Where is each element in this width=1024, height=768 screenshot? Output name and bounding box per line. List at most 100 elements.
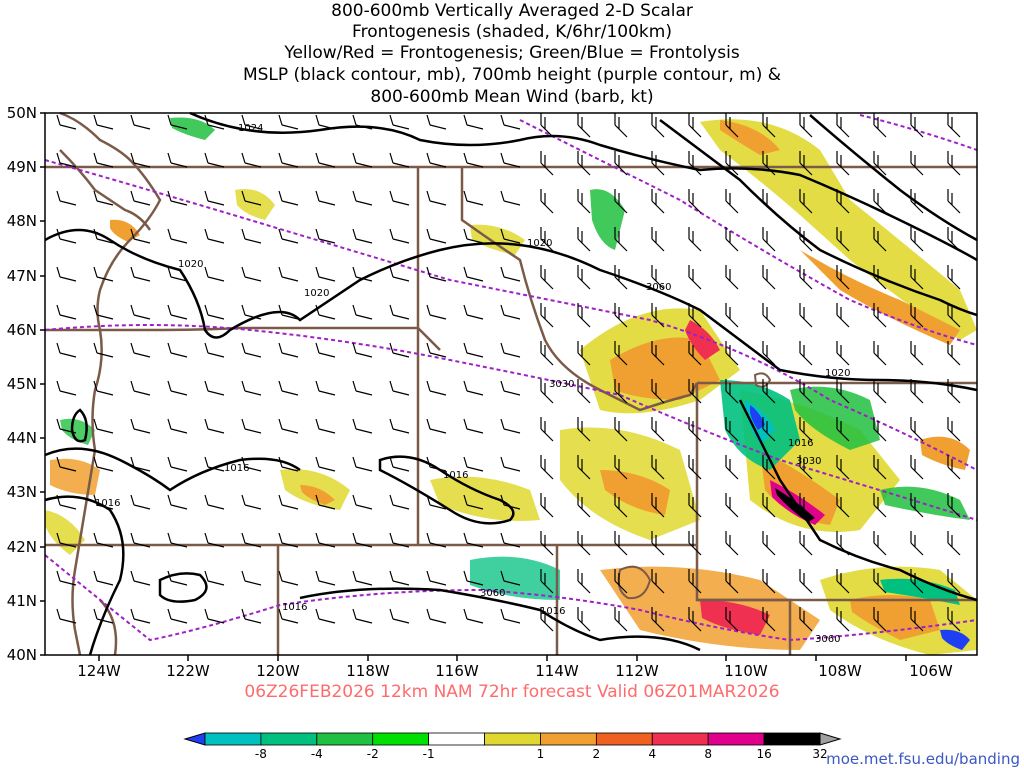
wind-barb: [167, 456, 188, 472]
wind-barb: [725, 569, 739, 594]
colorbar-swatch: [204, 732, 262, 746]
wind-barb: [167, 570, 188, 586]
wind-barb: [315, 266, 336, 282]
wind-barb: [130, 532, 151, 548]
wind-barb: [540, 227, 554, 252]
wind-barb: [799, 455, 813, 480]
wind-barb: [204, 570, 225, 586]
wind-barb: [614, 607, 628, 632]
wind-barb: [167, 418, 188, 434]
wind-barb: [463, 152, 484, 168]
wind-barb: [762, 531, 776, 556]
wind-barb: [426, 570, 447, 586]
wind-barb: [352, 190, 373, 206]
mslp-label: 1016: [540, 606, 565, 617]
wind-barb: [614, 341, 628, 366]
mslp-label: 1016: [95, 498, 120, 509]
wind-barb: [278, 152, 299, 168]
lat-label: 50N: [7, 104, 37, 122]
colorbar-label: 8: [704, 747, 712, 761]
wind-barb: [500, 418, 521, 434]
wind-barb: [463, 190, 484, 206]
wind-barb: [352, 228, 373, 244]
wind-barb: [389, 532, 410, 548]
wind-barb: [278, 608, 299, 624]
wind-barb: [167, 152, 188, 168]
wind-barb: [204, 456, 225, 472]
wind-barb: [688, 265, 702, 290]
wind-barb: [688, 531, 702, 556]
wind-barb: [204, 418, 225, 434]
lat-label: 49N: [7, 158, 37, 176]
lon-label: 116W: [435, 662, 479, 680]
wind-barb: [762, 303, 776, 328]
pacific-coastline: [59, 111, 162, 656]
political-borders: [45, 111, 977, 656]
wind-barb: [241, 570, 262, 586]
wind-barb: [910, 341, 924, 366]
colorbar-label: 1: [537, 747, 545, 761]
wind-barb: [315, 152, 336, 168]
wind-barb: [947, 493, 961, 518]
longitude-axis: 124W 122W 120W 118W 116W 114W 112W 110W …: [77, 655, 953, 680]
credit-url: moe.met.fsu.edu/banding: [826, 750, 1020, 768]
wind-barb: [762, 113, 776, 138]
wind-barb: [910, 569, 924, 594]
wind-barb: [426, 418, 447, 434]
colorbar-swatch: [372, 732, 430, 746]
wind-barb: [836, 493, 850, 518]
lakes: [617, 372, 772, 600]
wind-barb: [688, 151, 702, 176]
wind-barb: [167, 228, 188, 244]
wind-barb: [56, 608, 77, 624]
colorbar-swatch: [707, 732, 765, 746]
height-label: 3030: [549, 379, 574, 390]
wind-barb: [315, 380, 336, 396]
wind-barb: [614, 531, 628, 556]
wind-barb: [426, 266, 447, 282]
wind-barb: [315, 114, 336, 130]
wind-barb: [799, 379, 813, 404]
mslp-label: 1016: [443, 470, 468, 481]
colorbar-swatch: [260, 732, 318, 746]
wind-barb: [873, 265, 887, 290]
wind-barb: [577, 493, 591, 518]
wind-barb: [873, 151, 887, 176]
wind-barb: [762, 379, 776, 404]
wind-barb: [540, 151, 554, 176]
wind-barb: [614, 151, 628, 176]
wind-barb: [725, 379, 739, 404]
wind-barb: [352, 532, 373, 548]
wind-barb: [799, 227, 813, 252]
wind-barb: [688, 341, 702, 366]
colorbar-label: -1: [423, 747, 435, 761]
wind-barb: [278, 494, 299, 510]
lon-label: 114W: [535, 662, 579, 680]
colorbar-arrow-left: [183, 732, 206, 746]
lat-label: 48N: [7, 212, 37, 230]
wind-barb: [540, 113, 554, 138]
lon-label: 120W: [256, 662, 300, 680]
frontogenesis-shading: [45, 117, 977, 655]
wind-barb: [241, 304, 262, 320]
wind-barb: [947, 113, 961, 138]
wind-barb: [651, 569, 665, 594]
wind-barb: [56, 418, 77, 434]
wind-barb: [426, 152, 447, 168]
wind-barb: [389, 342, 410, 358]
wind-barb: [204, 532, 225, 548]
colorbar-label: 2: [593, 747, 601, 761]
wind-barb: [577, 341, 591, 366]
wind-barb: [500, 570, 521, 586]
wind-barb: [836, 379, 850, 404]
lat-label: 43N: [7, 483, 37, 501]
wind-barb: [799, 493, 813, 518]
wind-barb: [204, 114, 225, 130]
wind-barb: [614, 189, 628, 214]
wind-barb: [614, 569, 628, 594]
wind-barb: [241, 190, 262, 206]
wind-barb: [500, 228, 521, 244]
wind-barb: [500, 342, 521, 358]
wind-barb: [204, 342, 225, 358]
wind-barb: [577, 569, 591, 594]
